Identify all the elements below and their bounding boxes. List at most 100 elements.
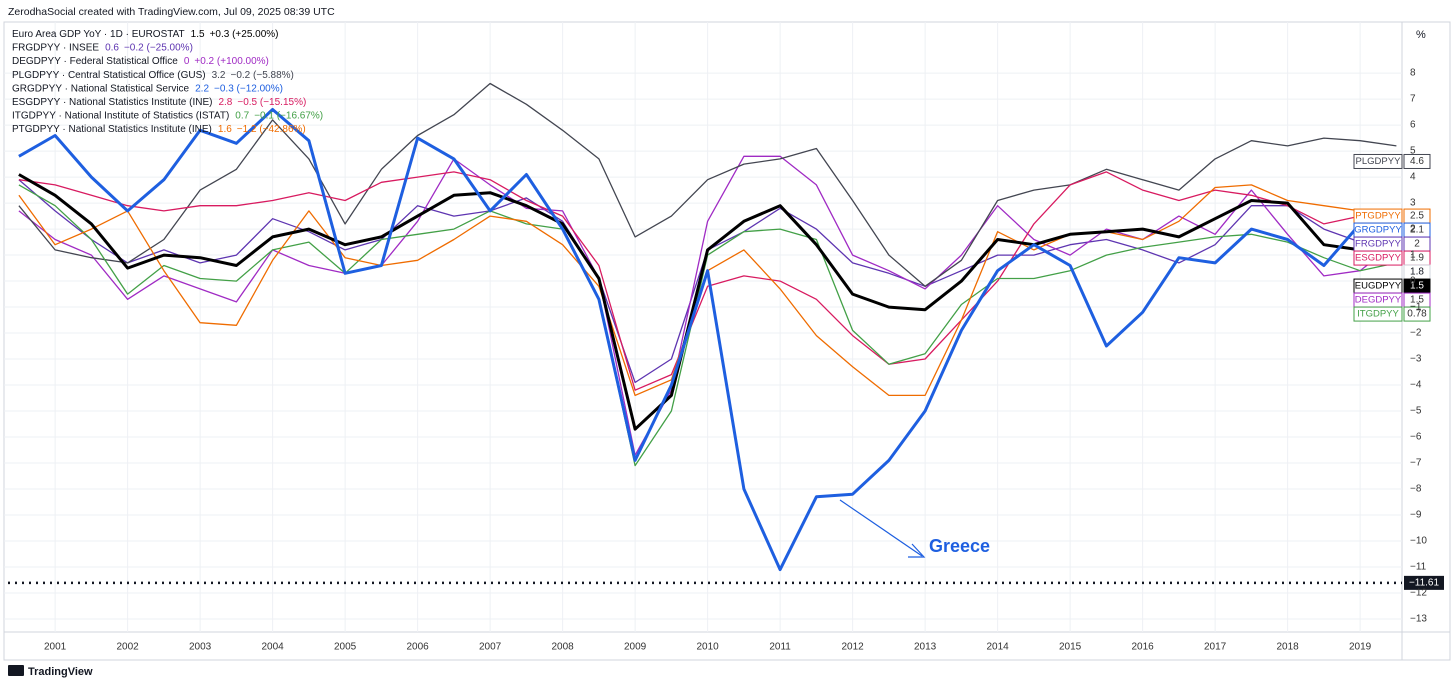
x-tick-label: 2009 xyxy=(624,642,647,653)
legend-entry: FRGDPYY · INSEE 0.6 −0.2 (−25.00%) xyxy=(12,42,193,53)
series-name-label: PLGDPYY xyxy=(1356,156,1402,167)
x-tick-label: 2016 xyxy=(1132,642,1155,653)
legend-value: 0 xyxy=(184,56,190,67)
grid xyxy=(4,22,1402,632)
y-tick-label: −11 xyxy=(1410,562,1427,573)
last-value-label: 1.5 xyxy=(1410,295,1424,306)
y-tick-label: −1 xyxy=(1410,302,1422,313)
y-tick-label: 2 xyxy=(1410,224,1416,235)
legend-value: 0.6 xyxy=(105,42,119,53)
series-name-box xyxy=(1353,153,1403,169)
series-line xyxy=(18,173,1397,431)
last-value-label: 1.9 xyxy=(1410,253,1424,264)
y-tick-label: 7 xyxy=(1410,94,1416,105)
annotation-arrowhead xyxy=(908,543,926,558)
last-value-label: 2.5 xyxy=(1410,211,1424,222)
last-value-label: 2.1 xyxy=(1410,225,1424,236)
y-tick-label: 8 xyxy=(1410,68,1416,79)
series-name-label: PTGDPYY xyxy=(1355,211,1401,222)
x-tick-label: 2015 xyxy=(1059,642,1082,653)
legend-change: −0.3 (−12.00%) xyxy=(214,83,283,94)
last-value-box xyxy=(1403,306,1431,322)
legend-change: +0.3 (+25.00%) xyxy=(210,29,279,40)
x-tick-label: 2010 xyxy=(697,642,720,653)
series-line xyxy=(18,108,1397,572)
legend-description: Euro Area GDP YoY · 1D · EUROSTAT xyxy=(12,29,185,40)
series-name-label: FRGDPYY xyxy=(1355,239,1402,250)
y-tick-label: 5 xyxy=(1410,146,1416,157)
y-tick-label: −12 xyxy=(1410,588,1427,599)
series-name-label: GRGDPYY xyxy=(1354,225,1402,236)
legend-entry: ITGDPYY · National Institute of Statisti… xyxy=(12,110,323,121)
header: ZerodhaSocial created with TradingView.c… xyxy=(8,6,335,18)
y-tick-label: 0 xyxy=(1410,276,1416,287)
x-tick-label: 2002 xyxy=(117,642,140,653)
unit-label: % xyxy=(1416,29,1426,41)
x-tick-label: 2003 xyxy=(189,642,212,653)
y-tick-label: −2 xyxy=(1410,328,1422,339)
series-name-box xyxy=(1353,306,1403,322)
legend-entry: PLGDPYY · Central Statistical Office (GU… xyxy=(12,69,294,80)
annotation-arrow xyxy=(839,499,923,557)
y-tick-label: −6 xyxy=(1410,432,1422,443)
legend-value: 1.5 xyxy=(191,29,205,40)
x-tick-label: 2013 xyxy=(914,642,937,653)
lines xyxy=(18,82,1397,572)
y-tick-label: −7 xyxy=(1410,458,1422,469)
series-name-label: DEGDPYY xyxy=(1355,295,1402,306)
legend-entry: GRGDPYY · National Statistical Service 2.… xyxy=(12,83,283,94)
legend-description: PTGDPYY · National Statistics Institute … xyxy=(12,124,212,135)
legend-change: −0.5 (−15.15%) xyxy=(237,97,306,108)
legend-description: GRGDPYY · National Statistical Service xyxy=(12,83,190,94)
series-name-label: ITGDPYY xyxy=(1357,309,1399,320)
y-tick-label: 6 xyxy=(1410,120,1416,131)
series-line xyxy=(18,171,1397,391)
marker-label: 1.8 xyxy=(1410,267,1424,278)
y-tick-label: −5 xyxy=(1410,406,1422,417)
x-tick-label: 2018 xyxy=(1277,642,1300,653)
x-tick-label: 2012 xyxy=(842,642,865,653)
y-tick-label: 3 xyxy=(1410,198,1416,209)
reference-label-box xyxy=(1404,575,1444,590)
x-tick-label: 2014 xyxy=(987,642,1010,653)
legend-value: 0.7 xyxy=(235,110,249,121)
x-tick-label: 2006 xyxy=(407,642,430,653)
y-tick-label: −13 xyxy=(1410,614,1427,625)
frame xyxy=(3,21,1451,661)
legend-change: −0.1 (−16.67%) xyxy=(254,110,323,121)
legend-entry: PTGDPYY · National Statistics Institute … xyxy=(12,124,306,135)
last-value-label: 0.78 xyxy=(1407,309,1427,320)
y-tick-label: 1 xyxy=(1410,250,1416,261)
y-tick-label: −10 xyxy=(1410,536,1427,547)
legend-description: FRGDPYY · INSEE xyxy=(12,42,99,53)
legend-description: PLGDPYY · Central Statistical Office (GU… xyxy=(12,69,206,80)
y-tick-label: −8 xyxy=(1410,484,1422,495)
x-tick-label: 2019 xyxy=(1349,642,1372,653)
y-tick-label: −9 xyxy=(1410,510,1422,521)
x-tick-label: 2005 xyxy=(334,642,357,653)
legend-value: 3.2 xyxy=(212,69,226,80)
series-name-label: EUGDPYY xyxy=(1355,281,1402,292)
legend-description: ESGDPYY · National Statistics Institute … xyxy=(12,97,212,108)
series-line xyxy=(18,155,1397,456)
footer: TradingView xyxy=(28,666,93,678)
y-tick-label: −4 xyxy=(1410,380,1422,391)
y-tick-label: 4 xyxy=(1410,172,1416,183)
legend-value: 2.2 xyxy=(195,83,209,94)
legend-change: +0.2 (+100.00%) xyxy=(194,56,269,67)
x-tick-label: 2011 xyxy=(769,642,791,653)
last-value-label: 1.5 xyxy=(1410,281,1424,292)
x-tick-label: 2017 xyxy=(1204,642,1227,653)
x-tick-label: 2007 xyxy=(479,642,502,653)
annotation: Greece xyxy=(929,536,990,556)
last-value-label: 2 xyxy=(1414,239,1420,250)
last-value-box xyxy=(1403,153,1431,169)
series-line xyxy=(18,82,1397,287)
x-tick-label: 2004 xyxy=(262,642,285,653)
series-name-box xyxy=(1353,250,1403,266)
legend-description: ITGDPYY · National Institute of Statisti… xyxy=(12,110,229,121)
last-value-label: 4.6 xyxy=(1410,156,1424,167)
